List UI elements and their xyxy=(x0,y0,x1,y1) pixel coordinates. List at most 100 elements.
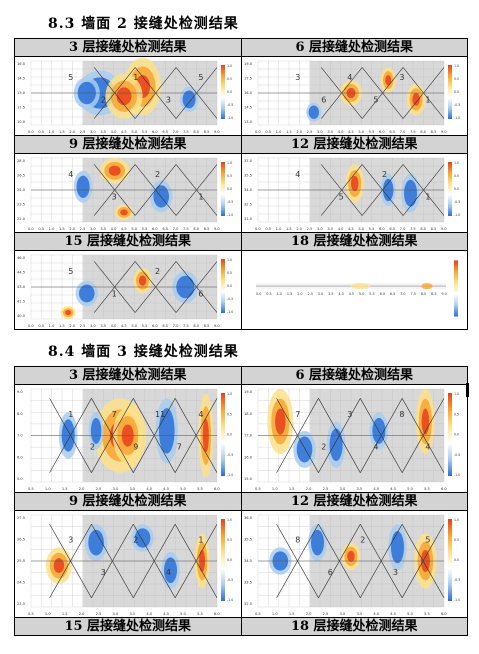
y-tick-label: 13.0 xyxy=(17,91,26,95)
x-tick-label: 6.0 xyxy=(441,487,447,491)
x-tick-label: 4.0 xyxy=(373,612,379,616)
x-tick-label: 4.0 xyxy=(373,487,379,491)
x-tick-label: 7.5 xyxy=(410,130,416,134)
svg-text:0.5: 0.5 xyxy=(266,292,271,296)
x-tick-label: 4.0 xyxy=(111,130,117,134)
colorbar-tick-label: 0.5 xyxy=(227,538,232,542)
y-tick-label: 14.5 xyxy=(244,106,252,110)
x-tick-label: 4.5 xyxy=(348,130,354,134)
x-tick-label: 3.5 xyxy=(129,487,135,491)
y-tick-label: 26.5 xyxy=(17,174,25,178)
joint-number: 4 xyxy=(68,170,73,179)
joint-number: 3 xyxy=(166,96,171,105)
x-tick-label: 1.5 xyxy=(62,612,68,616)
joint-number: 4 xyxy=(295,170,300,179)
svg-text:1.0: 1.0 xyxy=(276,292,281,296)
section-title-8-4: 8.4 墙面 3 接缝处检测结果 xyxy=(48,344,239,360)
svg-text:9.0: 9.0 xyxy=(441,292,446,296)
x-tick-label: 2.0 xyxy=(69,130,75,134)
x-tick-label: 5.5 xyxy=(197,487,203,491)
x-tick-label: 0.5 xyxy=(265,227,271,231)
x-tick-label: 4.5 xyxy=(163,612,169,616)
y-tick-label: 7.0 xyxy=(17,434,23,438)
x-tick-label: 9.0 xyxy=(214,130,220,134)
x-tick-label: 9.0 xyxy=(214,324,220,328)
x-tick-label: 3.5 xyxy=(327,130,333,134)
x-tick-label: 5.0 xyxy=(407,612,413,616)
heatmap-w2-6: 3 6 4 5 3 1 19.0 17.5 16.0 14.5 13.0 0.0 0.5 1.0 1.5 2.… xyxy=(242,57,468,135)
svg-text:4.0: 4.0 xyxy=(338,292,343,296)
svg-text:2.5: 2.5 xyxy=(307,292,312,296)
wall3-results-table: 3 层接缝处检测结果 6 层接缝处检测结果 1 2 7 9 11 7 4 9.0 8.0 7.0 6… xyxy=(14,366,468,636)
colorbar-tick-label: -1.0 xyxy=(454,213,460,217)
x-tick-label: 5.0 xyxy=(358,130,364,134)
page-edge-mark xyxy=(466,383,469,397)
x-tick-label: 4.5 xyxy=(390,612,396,616)
x-tick-label: 8.0 xyxy=(193,324,199,328)
x-tick-label: 6.0 xyxy=(152,324,158,328)
x-tick-label: 1.5 xyxy=(59,324,65,328)
x-tick-label: 5.0 xyxy=(131,227,137,231)
svg-text:0.0: 0.0 xyxy=(256,292,261,296)
svg-text:2.0: 2.0 xyxy=(297,292,302,296)
x-tick-label: 2.5 xyxy=(96,612,102,616)
x-tick-label: 3.5 xyxy=(100,227,106,231)
joint-number: 2 xyxy=(155,267,160,276)
y-tick-label: 11.5 xyxy=(17,106,25,110)
colorbar-tick-label: 0.5 xyxy=(454,538,459,542)
colorbar-tick-label: 1.0 xyxy=(227,258,232,262)
x-tick-label: 0.0 xyxy=(28,130,34,134)
x-tick-label: 2.5 xyxy=(80,130,86,134)
joint-number: 6 xyxy=(321,96,326,105)
joint-number: 5 xyxy=(68,267,73,276)
colorbar-tick-label: 1.0 xyxy=(227,64,232,68)
cell-label-w3-9: 9 层接缝处检测结果 xyxy=(14,492,242,511)
x-tick-label: 9.0 xyxy=(214,227,220,231)
x-tick-label: 4.5 xyxy=(390,487,396,491)
x-tick-label: 9.0 xyxy=(441,130,447,134)
x-tick-label: 0.5 xyxy=(255,612,261,616)
joint-number: 9 xyxy=(133,442,138,451)
colorbar-tick-label: -1.0 xyxy=(227,310,233,314)
x-tick-label: 3.5 xyxy=(100,130,106,134)
colorbar-tick-label: -0.5 xyxy=(227,578,233,582)
cell-label-w3-12: 12 层接缝处检测结果 xyxy=(240,492,468,511)
cell-label-w2-9: 9 层接缝处检测结果 xyxy=(14,135,242,154)
y-tick-label: 10.0 xyxy=(17,120,26,124)
colorbar-tick-label: 0.5 xyxy=(454,77,459,81)
colorbar-tick-label: 1.0 xyxy=(227,161,232,165)
x-tick-label: 3.0 xyxy=(317,130,323,134)
x-tick-label: 5.0 xyxy=(180,487,186,491)
x-tick-label: 1.0 xyxy=(271,487,277,491)
x-tick-label: 7.0 xyxy=(173,227,179,231)
cell-label-w3-3: 3 层接缝处检测结果 xyxy=(14,366,242,385)
x-tick-label: 2.5 xyxy=(80,227,86,231)
x-tick-label: 3.0 xyxy=(90,130,96,134)
x-tick-label: 1.5 xyxy=(286,130,292,134)
svg-text:7.5: 7.5 xyxy=(410,292,415,296)
x-tick-label: 0.5 xyxy=(38,130,44,134)
x-tick-label: 5.5 xyxy=(142,227,148,231)
y-tick-label: 15.0 xyxy=(244,477,253,481)
colorbar-tick-label: -0.5 xyxy=(454,200,460,204)
colorbar-tick-label: 0.0 xyxy=(227,284,232,288)
colorbar-tick-label: -0.5 xyxy=(454,453,460,457)
x-tick-label: 2.0 xyxy=(305,487,311,491)
x-tick-label: 0.0 xyxy=(255,227,261,231)
joint-number: 11 xyxy=(155,410,165,419)
x-tick-label: 0.0 xyxy=(28,227,34,231)
x-tick-label: 5.5 xyxy=(142,324,148,328)
x-tick-label: 6.0 xyxy=(379,227,385,231)
x-tick-label: 6.0 xyxy=(379,130,385,134)
x-tick-label: 7.5 xyxy=(183,130,189,134)
y-tick-label: 13.0 xyxy=(244,120,253,124)
x-tick-label: 2.0 xyxy=(69,324,75,328)
x-tick-label: 1.5 xyxy=(288,612,294,616)
y-tick-label: 16.0 xyxy=(244,455,253,459)
section-title-8-3: 8.3 墙面 2 接缝处检测结果 xyxy=(48,16,239,32)
joint-number: 8 xyxy=(295,536,300,545)
x-tick-label: 5.0 xyxy=(358,227,364,231)
x-tick-label: 5.0 xyxy=(131,130,137,134)
x-tick-label: 4.0 xyxy=(111,227,117,231)
joint-number: 1 xyxy=(198,193,203,202)
